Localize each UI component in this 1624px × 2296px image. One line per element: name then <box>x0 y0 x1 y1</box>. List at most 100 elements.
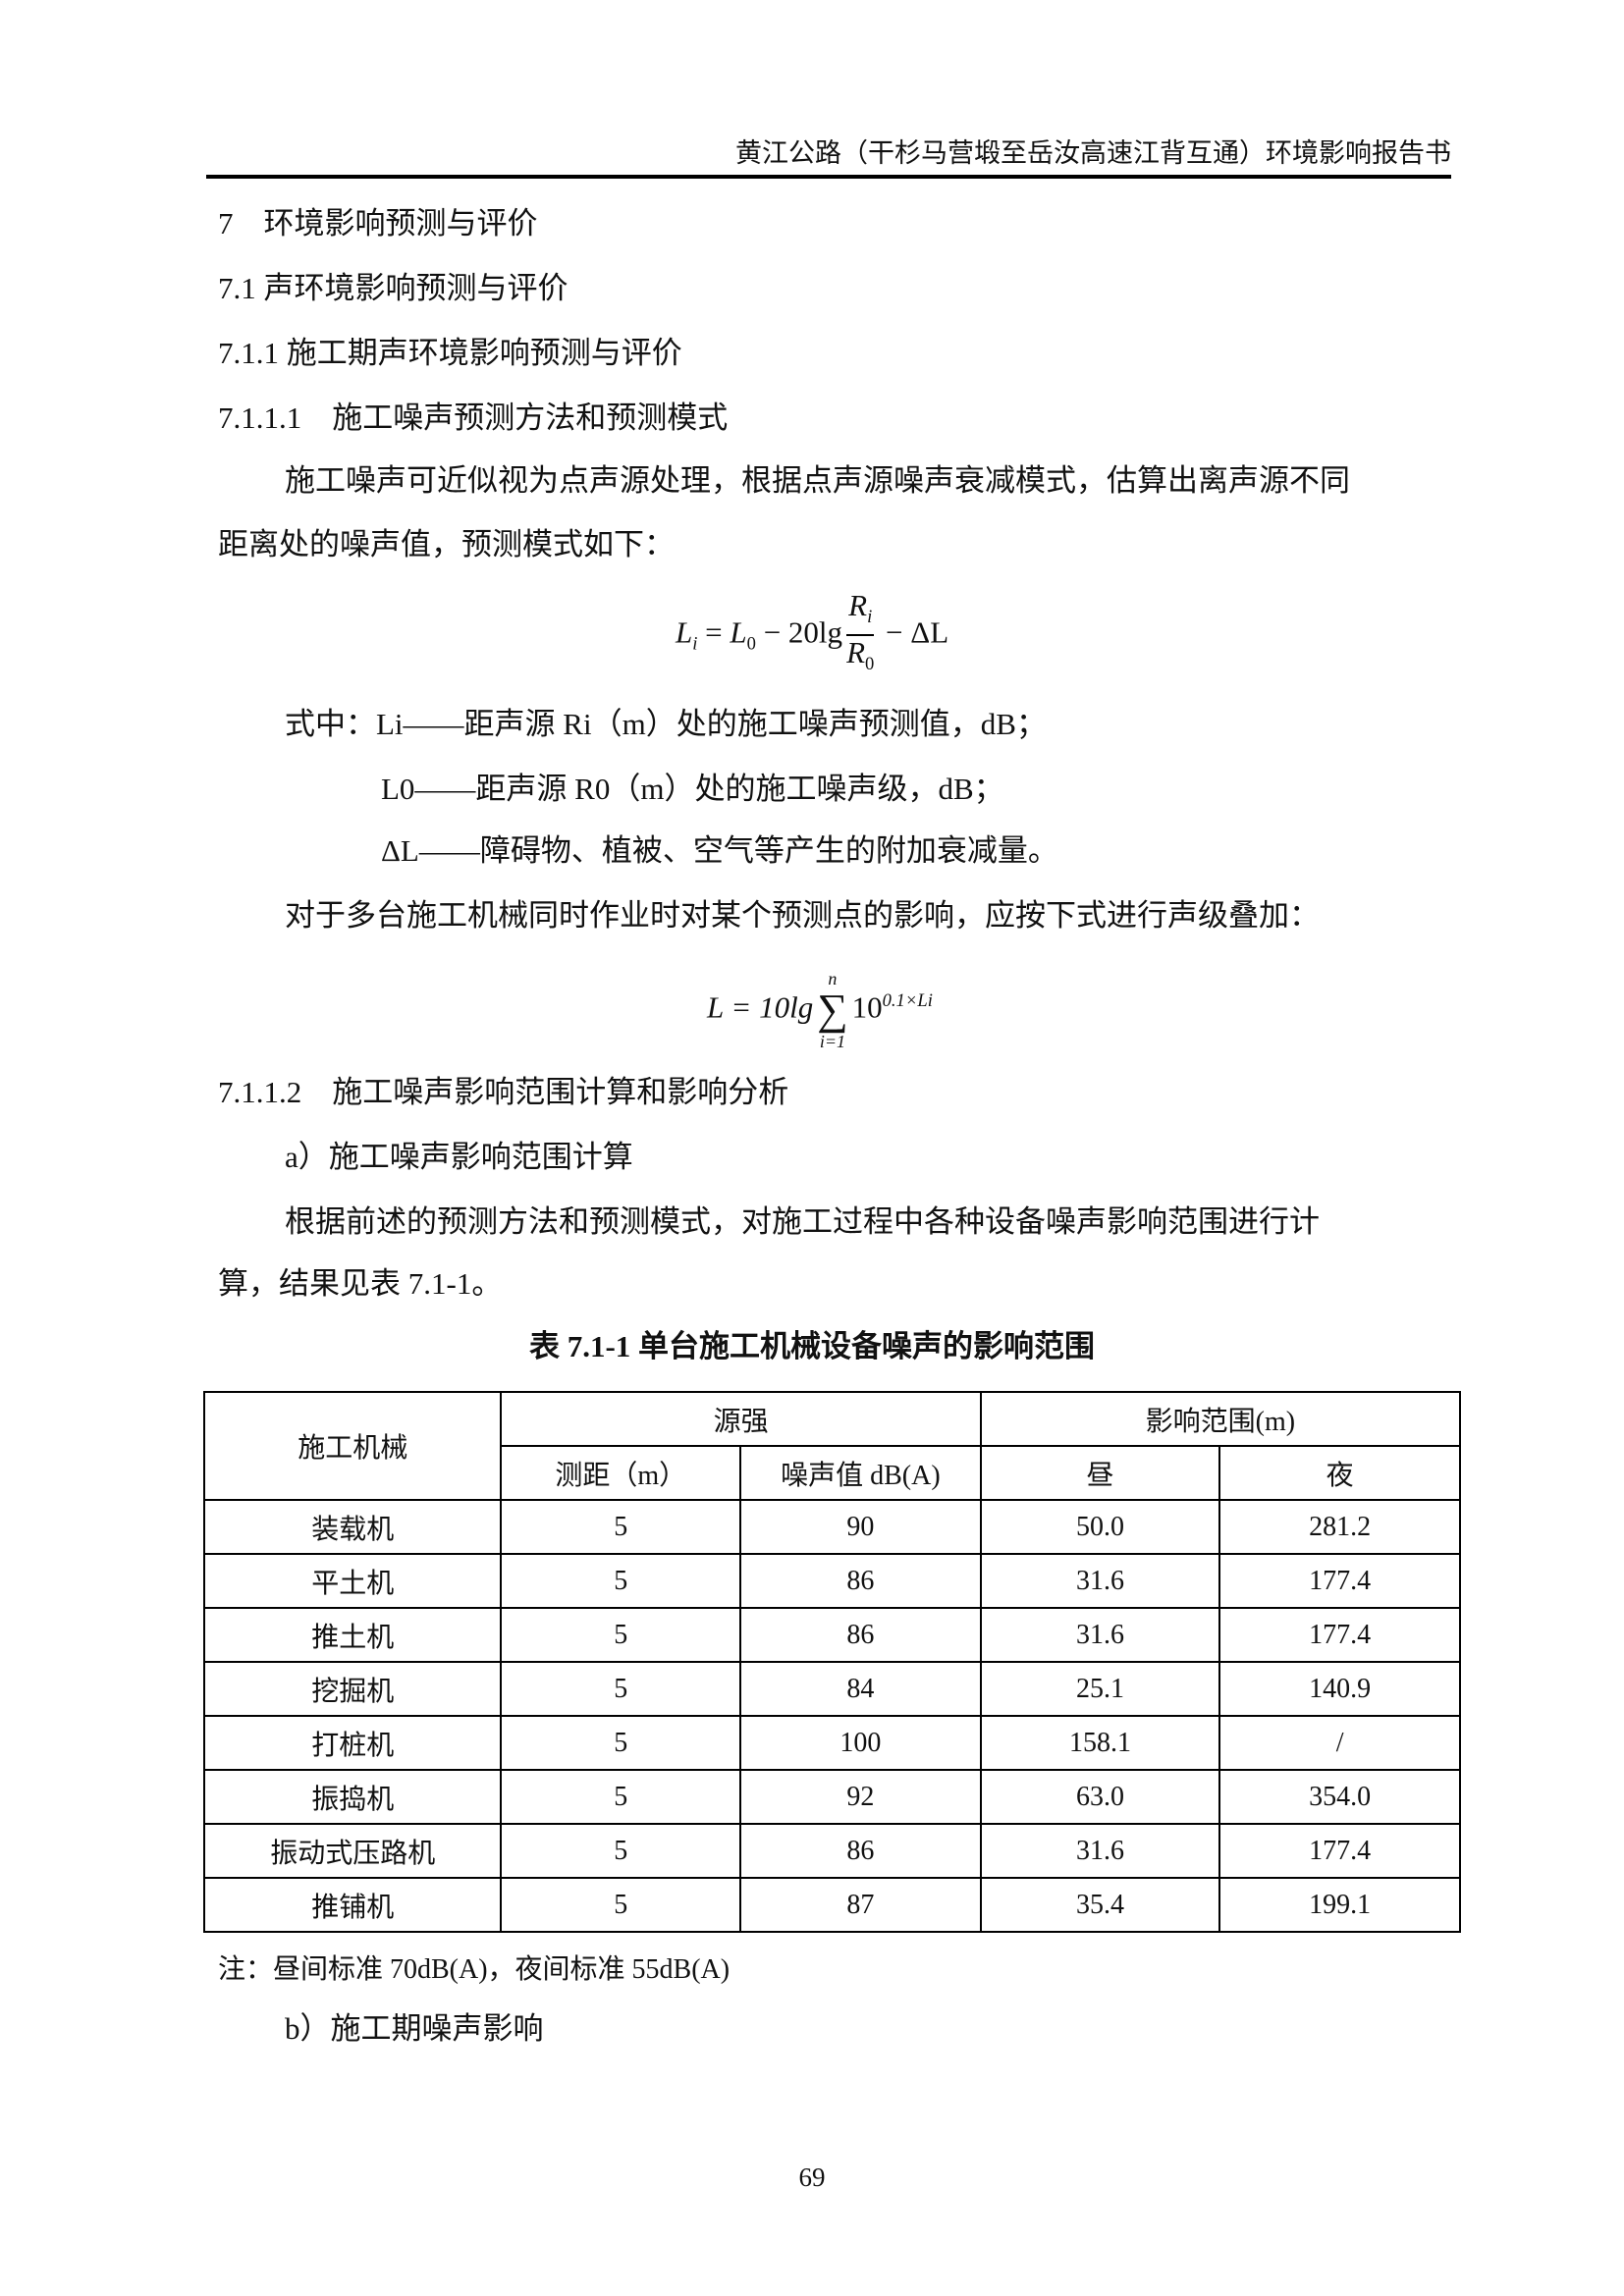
cell-distance: 5 <box>500 1715 742 1771</box>
header-night: 夜 <box>1218 1445 1461 1501</box>
cell-night: 177.4 <box>1218 1607 1461 1663</box>
table-row: 振捣机 5 92 63.0 354.0 <box>202 1769 1461 1825</box>
formula-sub: 0 <box>865 654 875 675</box>
cell-day: 31.6 <box>979 1607 1221 1663</box>
cell-distance: 5 <box>500 1661 742 1717</box>
table-row: 挖掘机 5 84 25.1 140.9 <box>202 1661 1461 1717</box>
sum-upper: n <box>828 969 838 989</box>
heading-4: 7.1.1.2 施工噪声影响范围计算和影响分析 <box>218 1075 789 1109</box>
formula-sub: 0 <box>746 633 756 655</box>
header-machine: 施工机械 <box>202 1391 503 1501</box>
cell-machine: 推铺机 <box>202 1877 503 1933</box>
formula-superposition: L = 10lg n ∑ i=1 100.1×Li <box>707 957 933 1051</box>
cell-machine: 平土机 <box>202 1553 503 1609</box>
table-row: 打桩机 5 100 158.1/ <box>202 1715 1461 1771</box>
paragraph: 施工噪声可近似视为点声源处理，根据点声源噪声衰减模式，估算出离声源不同 <box>285 463 1350 498</box>
table-row: 振动式压路机 5 86 31.6 177.4 <box>202 1823 1461 1879</box>
header-day: 昼 <box>979 1445 1221 1501</box>
table-row: 平土机 5 86 31.6 177.4 <box>202 1553 1461 1609</box>
paragraph: 距离处的噪声值，预测模式如下： <box>218 527 675 561</box>
cell-distance: 5 <box>500 1877 742 1933</box>
cell-night: / <box>1218 1715 1461 1771</box>
list-label: a）施工噪声影响范围计算 <box>285 1140 633 1174</box>
cell-machine: 装载机 <box>202 1499 503 1555</box>
header-range: 影响范围(m) <box>979 1391 1462 1447</box>
cell-machine: 打桩机 <box>202 1715 503 1771</box>
formula-term: L <box>730 614 747 650</box>
formula-exponent: 0.1×Li <box>882 990 933 1011</box>
cell-night: 199.1 <box>1218 1877 1461 1933</box>
table-row: 推铺机 5 87 35.4 199.1 <box>202 1877 1461 1933</box>
cell-distance: 5 <box>500 1607 742 1663</box>
table-subheader-row: 测距（m） 噪声值 dB(A) 昼 夜 <box>204 1445 1461 1501</box>
fraction-numerator: Ri <box>846 588 875 637</box>
formula-op: = <box>697 614 731 650</box>
running-header: 黄江公路（干杉马营塅至岳汝高速江背互通）环境影响报告书 <box>735 138 1451 168</box>
formula-sub: i <box>867 607 873 628</box>
heading-1: 7 环境影响预测与评价 <box>218 206 538 240</box>
formula-term: L <box>676 614 693 650</box>
definition: ΔL——障碍物、植被、空气等产生的附加衰减量。 <box>381 833 1058 868</box>
formula-term: R <box>846 635 865 670</box>
cell-noise: 86 <box>739 1607 982 1663</box>
heading-2: 7.1 声环境影响预测与评价 <box>218 271 568 305</box>
formula-term: R <box>848 588 868 622</box>
header-source: 源强 <box>500 1391 982 1447</box>
cell-machine: 振捣机 <box>202 1769 503 1825</box>
formula-op: − ΔL <box>878 614 949 650</box>
cell-distance: 5 <box>500 1823 742 1879</box>
definition: L0——距声源 R0（m）处的施工噪声级，dB； <box>381 772 1004 806</box>
cell-day: 50.0 <box>979 1499 1221 1555</box>
table-header-row: 施工机械 源强 影响范围(m) <box>202 1391 1462 1501</box>
cell-distance: 5 <box>500 1553 742 1609</box>
header-rule <box>206 175 1451 179</box>
page-number: 69 <box>798 2163 826 2192</box>
definition: 式中：Li——距声源 Ri（m）处的施工噪声预测值，dB； <box>285 707 1047 741</box>
cell-noise: 92 <box>739 1769 982 1825</box>
cell-night: 140.9 <box>1218 1661 1461 1717</box>
formula-term: 10 <box>851 989 883 1025</box>
formula-term: L = 10lg <box>707 989 814 1025</box>
cell-day: 31.6 <box>979 1553 1221 1609</box>
paragraph: 对于多台施工机械同时作业时对某个预测点的影响，应按下式进行声级叠加： <box>285 898 1320 933</box>
sum-symbol: ∑ <box>817 986 848 1035</box>
cell-noise: 87 <box>739 1877 982 1933</box>
cell-day: 158.1 <box>979 1715 1221 1771</box>
cell-night: 177.4 <box>1218 1553 1461 1609</box>
table-row: 装载机 5 90 50.0 281.2 <box>202 1499 1461 1555</box>
cell-noise: 100 <box>739 1715 982 1771</box>
noise-range-table: 施工机械 源强 影响范围(m) 测距（m） 噪声值 dB(A) 昼 夜 装载机 5… <box>202 1391 1462 1933</box>
sum-lower: i=1 <box>819 1032 845 1052</box>
table-note: 注：昼间标准 70dB(A)，夜间标准 55dB(A) <box>218 1954 731 1985</box>
cell-night: 354.0 <box>1218 1769 1461 1825</box>
cell-day: 35.4 <box>979 1877 1221 1933</box>
cell-distance: 5 <box>500 1769 742 1825</box>
cell-machine: 振动式压路机 <box>202 1823 503 1879</box>
cell-night: 281.2 <box>1218 1499 1461 1555</box>
cell-machine: 推土机 <box>202 1607 503 1663</box>
summation: n ∑ i=1 <box>817 969 847 1051</box>
cell-noise: 86 <box>739 1823 982 1879</box>
formula-op: − 20lg <box>755 614 843 650</box>
formula-sub: i <box>692 633 698 655</box>
header-noise: 噪声值 dB(A) <box>739 1445 982 1501</box>
cell-night: 177.4 <box>1218 1823 1461 1879</box>
cell-noise: 84 <box>739 1661 982 1717</box>
cell-noise: 90 <box>739 1499 982 1555</box>
header-distance: 测距（m） <box>500 1445 742 1501</box>
heading-4: 7.1.1.1 施工噪声预测方法和预测模式 <box>218 400 729 435</box>
table-row: 推土机 5 86 31.6 177.4 <box>202 1607 1461 1663</box>
cell-day: 63.0 <box>979 1769 1221 1825</box>
cell-distance: 5 <box>500 1499 742 1555</box>
cell-day: 31.6 <box>979 1823 1221 1879</box>
fraction-denominator: R0 <box>846 636 874 681</box>
heading-3: 7.1.1 施工期声环境影响预测与评价 <box>218 336 682 370</box>
paragraph: 根据前述的预测方法和预测模式，对施工过程中各种设备噪声影响范围进行计 <box>285 1204 1320 1239</box>
table-caption: 表 7.1-1 单台施工机械设备噪声的影响范围 <box>528 1329 1096 1363</box>
formula-attenuation: Li = L0 − 20lg Ri R0 − ΔL <box>676 589 948 683</box>
paragraph: 算，结果见表 7.1-1。 <box>218 1266 503 1301</box>
cell-noise: 86 <box>739 1553 982 1609</box>
cell-machine: 挖掘机 <box>202 1661 503 1717</box>
formula-fraction: Ri R0 <box>846 588 875 681</box>
cell-day: 25.1 <box>979 1661 1221 1717</box>
